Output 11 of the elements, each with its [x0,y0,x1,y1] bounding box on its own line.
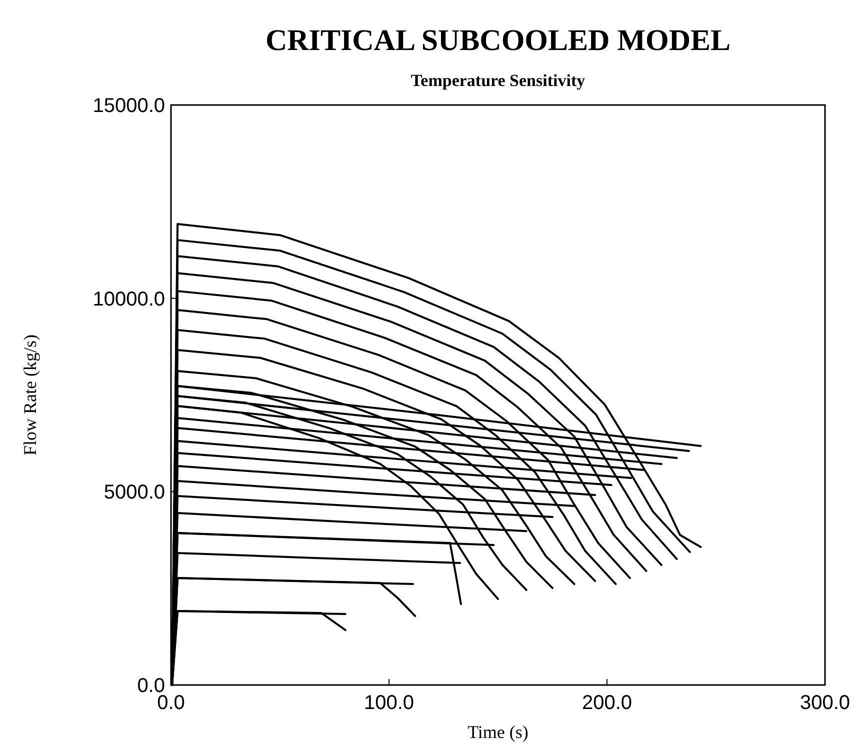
y-tick-label: 15000.0 [92,95,165,117]
x-tick-label: 300.0 [800,692,850,714]
y-tick-label: 10000.0 [92,288,165,310]
y-axis-title: Flow Rate (kg/s) [20,334,40,456]
chart-subtitle: Temperature Sensitivity [410,71,586,90]
y-tick-label: 5000.0 [104,482,165,504]
x-axis-title: Time (s) [468,722,528,742]
x-tick-label: 0.0 [157,692,185,714]
x-tick-label: 200.0 [582,692,632,714]
chart-title: CRITICAL SUBCOOLED MODEL [265,24,731,57]
x-tick-label: 100.0 [364,692,414,714]
